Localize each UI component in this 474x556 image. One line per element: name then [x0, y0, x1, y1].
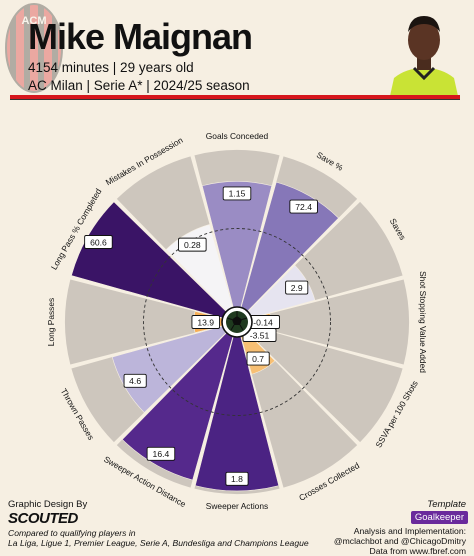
- metric-label-sweeper-actions: Sweeper Actions: [206, 501, 268, 511]
- value-box-sweeper-actions: [225, 471, 249, 486]
- club-logo-text: ACM: [21, 15, 46, 27]
- value-box-mistakes-in-possession: [178, 237, 207, 252]
- metric-label-save: Save %: [315, 150, 345, 173]
- value-box-saves: [285, 280, 309, 295]
- value-label-saves: 2.9: [285, 280, 309, 295]
- value-text-long-passes: 13.9: [197, 317, 214, 327]
- player-photo: [390, 16, 458, 96]
- center-layer: [221, 306, 253, 338]
- value-text-sweeper-actions: 1.8: [231, 474, 243, 484]
- metric-label-goals-conceded: Goals Conceded: [206, 131, 269, 141]
- reference-ring-layer: [143, 228, 331, 416]
- value-box-goals-conceded: [222, 186, 252, 201]
- value-box-thrown-passes: [123, 373, 147, 388]
- metric-label-shot-stopping-value-added: Shot Stopping Value Added: [418, 271, 428, 373]
- value-box-save: [289, 199, 318, 214]
- soccer-ball-icon: [226, 311, 248, 333]
- metric-label-saves: Saves: [388, 217, 408, 242]
- value-text-save: 72.4: [295, 202, 312, 212]
- credit-line-2: @mclachbot and @ChicagoDmitry: [333, 536, 466, 546]
- minutes-age: 4154 minutes | 29 years old: [28, 60, 194, 75]
- template-badge: Goalkeeper: [410, 511, 468, 524]
- value-label-thrown-passes: 4.6: [123, 373, 147, 388]
- value-label-crosses-collected: 0.7: [246, 351, 270, 366]
- value-label-long-pass-completed: 60.6: [84, 235, 113, 249]
- value-label-goals-conceded: 1.15: [222, 186, 252, 201]
- value-text-mistakes-in-possession: 0.28: [184, 240, 201, 250]
- header: ACM Mike Maignan 4154 minutes | 29 years…: [0, 0, 474, 100]
- club-logo-icon: ACM: [5, 3, 63, 93]
- slice-bg-ssva-per-100-shots: [247, 326, 403, 443]
- value-text-shot-stopping-value-added: -0.14: [253, 317, 273, 327]
- header-divider: [10, 95, 460, 99]
- value-labels-layer: 1.15 72.4 2.9 -0.14 -3.51 0.7 1.8 16.4 4.6 13.9 60…: [84, 186, 318, 486]
- value-text-ssva-per-100-shots: -3.51: [250, 330, 270, 340]
- club-league-season: AC Milan | Serie A* | 2024/25 season: [28, 78, 250, 93]
- value-label-mistakes-in-possession: 0.28: [178, 237, 207, 252]
- value-box-sweeper-action-distance: [146, 446, 176, 461]
- value-label-save: 72.4: [289, 199, 318, 214]
- comparison-note-1: Compared to qualifying players in: [8, 528, 136, 538]
- header-divider-shadow: [10, 99, 460, 100]
- template-label: Template: [427, 499, 466, 510]
- value-label-sweeper-actions: 1.8: [225, 471, 249, 486]
- brand-logo: SCOUTED: [8, 510, 78, 527]
- reference-ring: [143, 228, 331, 416]
- slice-bg-crosses-collected: [241, 332, 358, 488]
- value-text-goals-conceded: 1.15: [229, 189, 246, 199]
- value-text-crosses-collected: 0.7: [252, 354, 264, 364]
- value-text-thrown-passes: 4.6: [129, 376, 141, 386]
- credit-line-1: Analysis and Implementation:: [353, 526, 466, 536]
- value-label-long-passes: 13.9: [191, 315, 220, 329]
- player-name: Mike Maignan: [28, 16, 253, 57]
- value-label-sweeper-action-distance: 16.4: [146, 446, 176, 461]
- value-box-crosses-collected: [246, 351, 270, 366]
- metric-label-long-passes: Long Passes: [46, 298, 56, 346]
- value-text-long-pass-completed: 60.6: [90, 237, 107, 247]
- pizza-chart: 1.15 72.4 2.9 -0.14 -3.51 0.7 1.8 16.4 4.6 13.9 60…: [46, 131, 428, 511]
- graphic-design-label: Graphic Design By: [8, 499, 88, 510]
- value-box-long-pass-completed: [84, 235, 113, 249]
- value-text-sweeper-action-distance: 16.4: [153, 449, 170, 459]
- value-text-saves: 2.9: [291, 283, 303, 293]
- comparison-note-2: La Liga, Ligue 1, Premier League, Serie …: [8, 538, 309, 548]
- value-box-long-passes: [191, 315, 220, 329]
